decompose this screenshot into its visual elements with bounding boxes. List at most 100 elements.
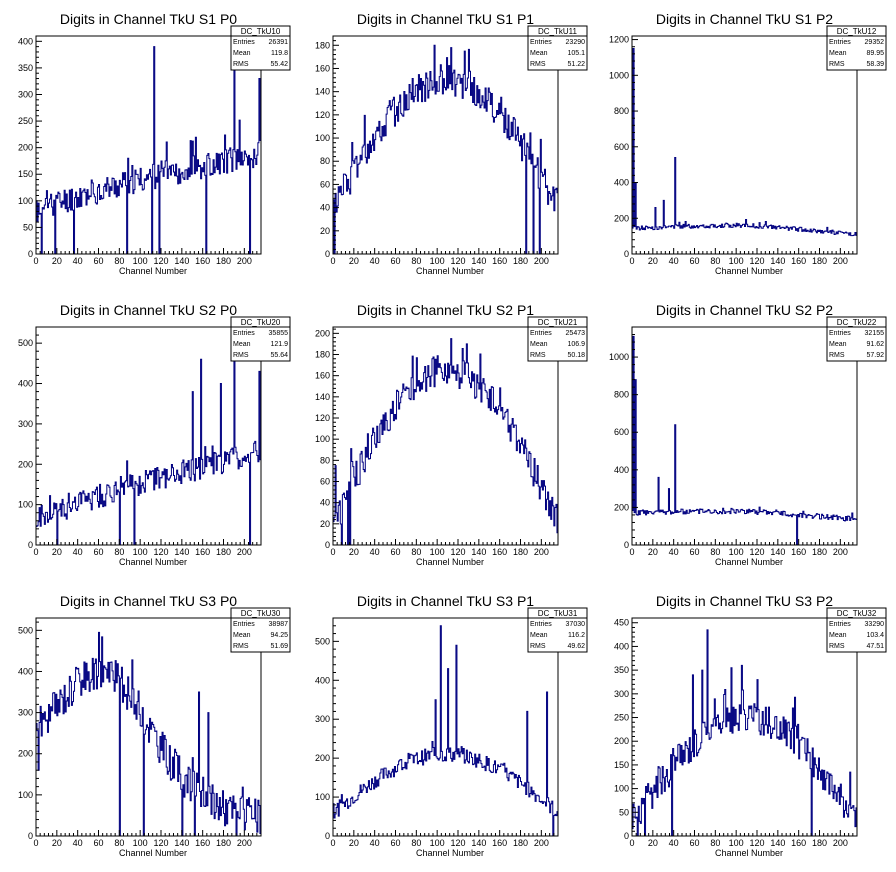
x-axis-label: Channel Number: [416, 848, 484, 858]
stats-value: 26391: [269, 39, 289, 46]
stats-label: Entries: [530, 621, 552, 628]
x-tick-label: 0: [33, 838, 38, 848]
x-tick-label: 160: [791, 547, 806, 557]
stats-label: Entries: [829, 330, 851, 337]
chart-title: Digits in Channel TkU S2 P1: [357, 302, 534, 318]
stats-label: RMS: [829, 643, 845, 650]
stats-label: Entries: [829, 39, 851, 46]
stats-name: DC_TkU22: [837, 318, 877, 327]
histogram-series: [35, 334, 261, 546]
stats-value: 29352: [865, 39, 885, 46]
stats-value: 119.8: [271, 50, 288, 57]
x-tick-label: 140: [471, 838, 486, 848]
stats-label: Entries: [233, 621, 255, 628]
x-tick-label: 140: [471, 256, 486, 266]
x-tick-label: 20: [349, 256, 359, 266]
y-tick-label: 400: [18, 379, 33, 389]
y-tick-label: 1200: [609, 35, 629, 45]
x-tick-label: 100: [133, 256, 148, 266]
y-tick-label: 450: [614, 618, 629, 628]
x-tick-label: 100: [133, 547, 148, 557]
x-tick-label: 200: [534, 256, 549, 266]
stats-name: DC_TkU11: [538, 27, 578, 36]
stats-label: Entries: [530, 330, 552, 337]
stats-value: 50.18: [567, 352, 585, 359]
stats-label: Entries: [233, 330, 255, 337]
x-tick-label: 200: [833, 256, 848, 266]
histogram-panel: Digits in Channel TkU S3 P1 0 20 40 60 80 100 1…: [315, 593, 588, 858]
y-tick-label: 200: [18, 749, 33, 759]
x-tick-label: 140: [770, 256, 785, 266]
y-tick-label: 800: [614, 106, 629, 116]
stats-box: DC_TkU31 Entries 37030 Mean 116.2 RMS 49.62: [527, 607, 588, 653]
stats-label: RMS: [829, 61, 845, 68]
histogram-series: [35, 46, 261, 255]
x-tick-label: 180: [513, 838, 528, 848]
y-tick-label: 0: [28, 249, 33, 259]
y-tick-label: 200: [315, 753, 330, 763]
stats-box: DC_TkU21 Entries 25473 Mean 106.9 RMS 50.18: [527, 316, 588, 362]
stats-name: DC_TkU32: [837, 609, 877, 618]
histogram-series: [35, 631, 261, 837]
x-tick-label: 40: [73, 838, 83, 848]
y-tick-label: 0: [325, 831, 330, 841]
stats-value: 103.4: [866, 632, 884, 639]
stats-label: RMS: [233, 352, 249, 359]
stats-name: DC_TkU10: [241, 27, 281, 36]
x-tick-label: 200: [833, 838, 848, 848]
x-tick-label: 20: [52, 547, 62, 557]
histogram-panel: Digits in Channel TkU S2 P1 0 20 40 60 80 100 1…: [315, 302, 588, 567]
plot-frame: [631, 35, 858, 255]
x-tick-label: 200: [534, 547, 549, 557]
x-tick-label: 180: [513, 547, 528, 557]
x-tick-label: 160: [492, 547, 507, 557]
x-tick-label: 0: [330, 838, 335, 848]
stats-label: Mean: [233, 50, 251, 57]
y-tick-label: 180: [315, 40, 330, 50]
histogram-panel: Digits in Channel TkU S1 P1 0 20 40 60 80 100 1…: [315, 11, 588, 276]
histogram-series: [631, 335, 857, 546]
y-tick-label: 300: [18, 708, 33, 718]
y-tick-label: 800: [614, 390, 629, 400]
x-tick-label: 40: [73, 256, 83, 266]
plot-frame: [332, 617, 559, 837]
stats-label: Entries: [233, 39, 255, 46]
x-tick-label: 180: [812, 256, 827, 266]
x-tick-label: 140: [770, 547, 785, 557]
y-tick-label: 60: [320, 179, 330, 189]
stats-box: DC_TkU30 Entries 38987 Mean 94.25 RMS 51.69: [230, 607, 291, 653]
y-tick-label: 40: [320, 498, 330, 508]
stats-value: 94.25: [270, 632, 288, 639]
stats-label: Mean: [233, 341, 251, 348]
stats-value: 47.51: [866, 643, 884, 650]
x-tick-label: 20: [648, 256, 658, 266]
y-tick-label: 0: [325, 540, 330, 550]
stats-value: 89.95: [866, 50, 884, 57]
stats-box: DC_TkU32 Entries 33290 Mean 103.4 RMS 47.51: [826, 607, 887, 653]
x-tick-label: 40: [669, 256, 679, 266]
x-tick-label: 180: [812, 838, 827, 848]
y-tick-label: 80: [320, 455, 330, 465]
chart-title: Digits in Channel TkU S1 P1: [357, 11, 534, 27]
x-tick-label: 140: [174, 547, 189, 557]
histogram-panel: Digits in Channel TkU S3 P2 0 20 40 60 80 100 1…: [614, 593, 887, 858]
x-tick-label: 0: [629, 547, 634, 557]
chart-title: Digits in Channel TkU S2 P0: [60, 302, 237, 318]
y-tick-label: 100: [18, 790, 33, 800]
y-tick-label: 100: [18, 500, 33, 510]
y-tick-label: 150: [614, 760, 629, 770]
stats-box: DC_TkU20 Entries 35855 Mean 121.9 RMS 55.64: [230, 316, 291, 362]
x-tick-label: 120: [153, 547, 168, 557]
x-tick-label: 180: [513, 256, 528, 266]
y-tick-label: 300: [614, 689, 629, 699]
y-tick-label: 400: [315, 675, 330, 685]
stats-value: 105.1: [567, 50, 585, 57]
stats-value: 51.69: [270, 643, 288, 650]
x-tick-label: 160: [195, 838, 210, 848]
stats-value: 49.62: [567, 643, 585, 650]
y-tick-label: 160: [315, 63, 330, 73]
y-tick-label: 350: [614, 665, 629, 675]
x-tick-label: 80: [710, 256, 720, 266]
stats-box: DC_TkU11 Entries 23290 Mean 105.1 RMS 51.22: [527, 25, 588, 71]
y-tick-label: 400: [614, 641, 629, 651]
